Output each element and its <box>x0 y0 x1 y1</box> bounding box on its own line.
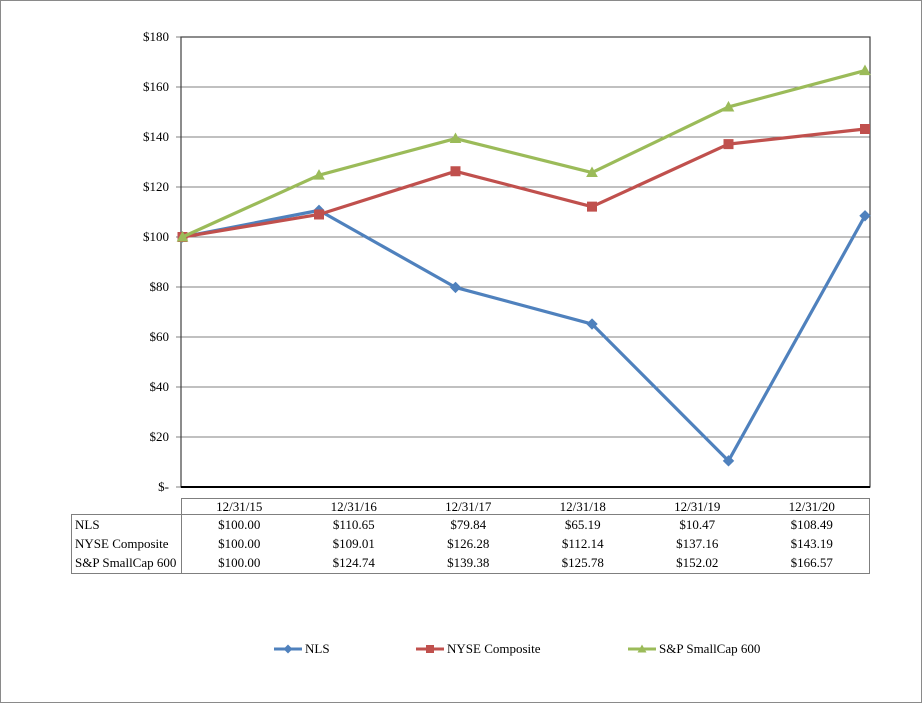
square-marker-icon <box>416 645 444 653</box>
table-column-header: 12/31/17 <box>445 499 492 514</box>
legend-label: NLS <box>305 641 330 656</box>
table-cell: $143.19 <box>790 535 833 551</box>
performance-table: NLS $100.00 $110.65 $79.84 $65.19 $10.47… <box>71 514 870 574</box>
y-axis-tick-label: $80 <box>149 279 170 294</box>
y-axis-tick-label: $- <box>158 479 169 494</box>
table-cell: $126.28 <box>447 535 490 551</box>
y-axis-tick-label: $140 <box>143 129 169 144</box>
legend-item-nyse-composite: NYSE Composite <box>415 641 541 657</box>
y-axis-tick-label: $60 <box>149 329 170 344</box>
table-cell: $166.57 <box>790 555 833 571</box>
table-column-header: 12/31/15 <box>216 499 263 514</box>
table-cell: $79.84 <box>450 516 487 532</box>
table-row: S&P SmallCap 600 $100.00 $124.74 $139.38… <box>72 553 869 573</box>
y-axis-tick-label: $160 <box>143 79 169 94</box>
table-cell: $124.74 <box>332 555 375 571</box>
table-header-row: 12/31/15 12/31/16 12/31/17 12/31/18 12/3… <box>181 498 870 515</box>
table-row: NLS $100.00 $110.65 $79.84 $65.19 $10.47… <box>72 515 869 535</box>
diamond-marker-icon <box>274 644 302 654</box>
table-cell: $137.16 <box>676 535 719 551</box>
y-axis-tick-label: $20 <box>149 429 170 444</box>
table-column-header: 12/31/20 <box>788 499 835 514</box>
legend-label: NYSE Composite <box>447 641 541 656</box>
table-cell: $112.14 <box>561 535 604 551</box>
table-column-header: 12/31/16 <box>330 499 377 514</box>
legend-item-sp-smallcap-600: S&P SmallCap 600 <box>627 641 760 657</box>
table-cell: $139.38 <box>447 555 490 571</box>
table-row: NYSE Composite $100.00 $109.01 $126.28 $… <box>72 534 869 554</box>
legend-label: S&P SmallCap 600 <box>659 641 761 656</box>
table-cell: $65.19 <box>564 516 601 532</box>
y-axis-tick-label: $100 <box>143 229 169 244</box>
triangle-marker-icon <box>628 644 656 653</box>
row-label: NLS <box>72 515 182 535</box>
row-label: NYSE Composite <box>72 534 182 554</box>
table-column-header: 12/31/19 <box>674 499 721 514</box>
table-cell: $109.01 <box>332 535 375 551</box>
row-label: S&P SmallCap 600 <box>72 553 182 573</box>
table-cell: $100.00 <box>218 555 261 571</box>
y-axis-tick-label: $180 <box>143 29 169 44</box>
table-cell: $10.47 <box>679 516 716 532</box>
table-cell: $108.49 <box>790 516 833 532</box>
table-cell: $125.78 <box>561 555 604 571</box>
y-axis-tick-label: $40 <box>149 379 170 394</box>
legend-item-nls: NLS <box>273 641 330 657</box>
y-axis-tick-label: $120 <box>143 179 169 194</box>
table-cell: $152.02 <box>676 555 719 571</box>
table-cell: $110.65 <box>332 516 375 532</box>
table-column-header: 12/31/18 <box>559 499 606 514</box>
table-cell: $100.00 <box>218 535 261 551</box>
table-cell: $100.00 <box>218 516 261 532</box>
